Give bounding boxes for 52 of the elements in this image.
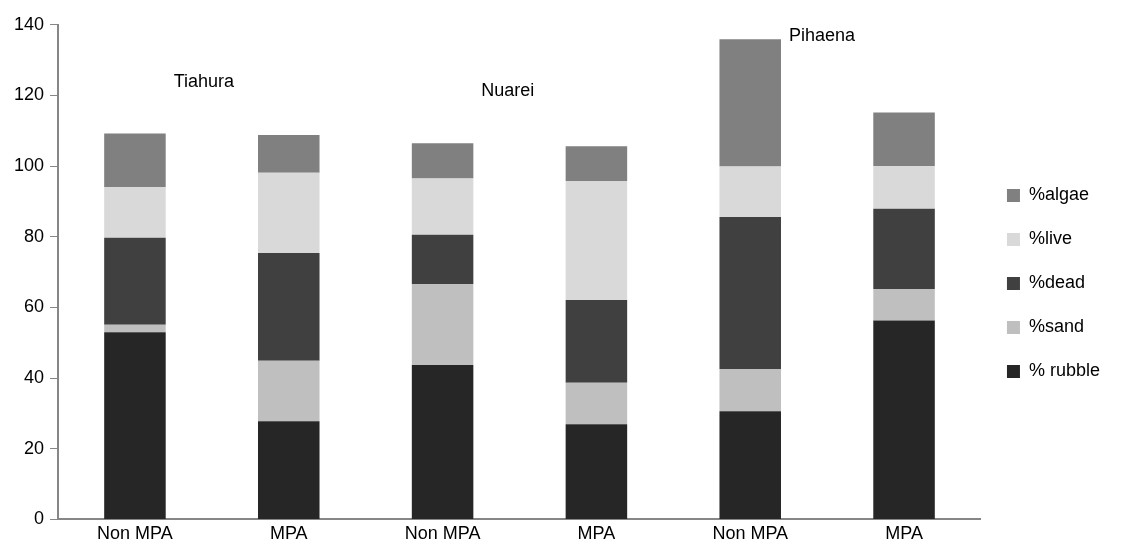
bar [411, 365, 474, 519]
y-tick-label: 140 [13, 13, 45, 34]
y-tick-label: 0 [34, 508, 45, 529]
bar [104, 237, 166, 325]
annotation: Tiahura [173, 70, 236, 91]
x-tick-label: MPA [577, 523, 616, 544]
bar [719, 216, 781, 369]
bar [565, 180, 628, 301]
bar [258, 253, 320, 361]
bar [104, 186, 166, 238]
bar [719, 39, 781, 167]
bar [719, 368, 781, 412]
legend-label: %algae [1028, 184, 1089, 205]
bar [104, 324, 166, 333]
bar [258, 172, 320, 254]
bar [104, 332, 166, 519]
bar [565, 300, 628, 383]
legend-label: %sand [1028, 316, 1084, 337]
bar [258, 421, 320, 519]
legend-label: % rubble [1028, 360, 1100, 381]
bar [104, 133, 166, 187]
bar [873, 289, 935, 321]
legend-label: %dead [1028, 272, 1086, 293]
bar [258, 135, 320, 173]
x-tick-label: Non MPA [404, 523, 481, 544]
legend-label: %live [1028, 228, 1072, 249]
bar [565, 382, 628, 425]
annotation: Pihaena [788, 25, 857, 46]
bar [411, 143, 474, 179]
bar [873, 208, 935, 290]
y-tick-label: 60 [24, 296, 45, 317]
annotation: Nuarei [481, 80, 535, 101]
bar [411, 284, 474, 366]
x-tick-label: MPA [269, 523, 308, 544]
y-tick-label: 40 [24, 367, 45, 388]
x-tick-label: Non MPA [712, 523, 789, 544]
x-tick-label: Non MPA [97, 523, 173, 544]
bar [719, 411, 781, 519]
bar [565, 424, 628, 519]
bar [258, 360, 320, 422]
bar [873, 112, 935, 167]
bar [565, 146, 628, 181]
bar [873, 166, 935, 209]
bar [873, 320, 935, 519]
bar [411, 234, 474, 285]
y-tick-label: 20 [24, 437, 45, 458]
x-tick-label: MPA [885, 523, 923, 544]
y-tick-label: 120 [13, 84, 45, 105]
bar [411, 178, 474, 235]
bar [719, 166, 781, 217]
y-tick-label: 100 [13, 155, 45, 176]
y-tick-label: 80 [24, 225, 45, 246]
